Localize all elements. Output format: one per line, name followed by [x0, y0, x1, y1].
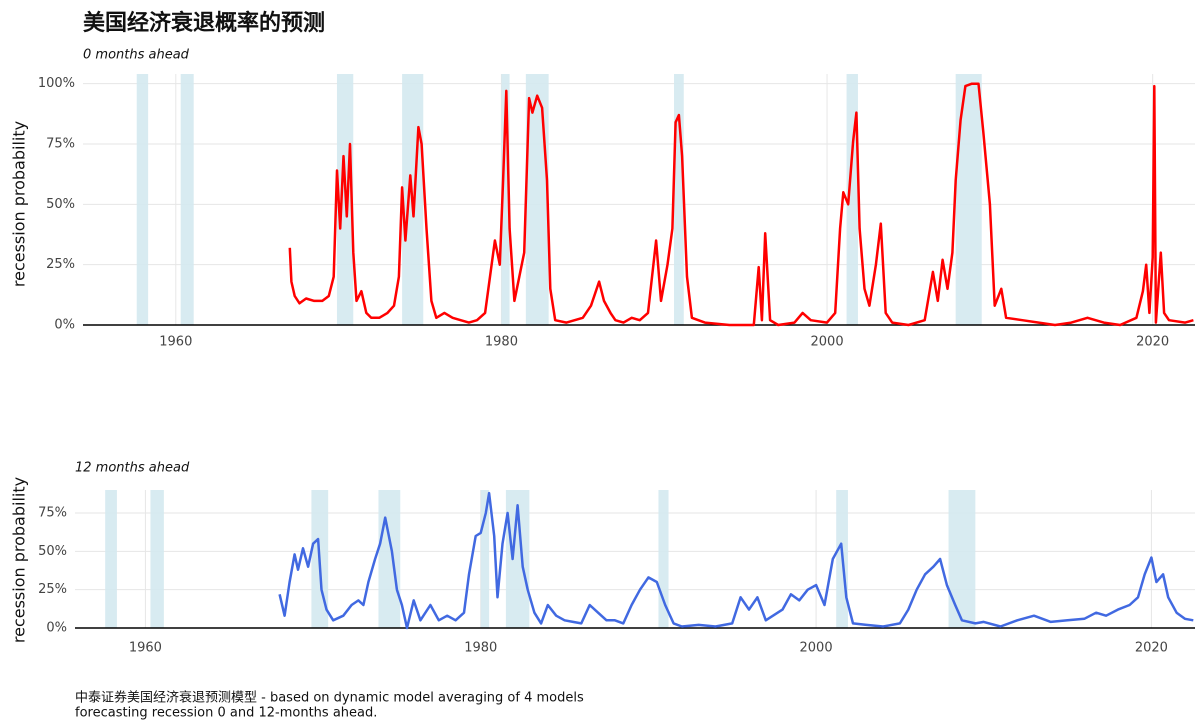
recession-band — [150, 490, 164, 628]
x-tick-label: 1980 — [485, 335, 518, 350]
caption: forecasting recession 0 and 12-months ah… — [75, 706, 377, 721]
x-tick-label: 1960 — [129, 641, 162, 656]
caption: 中泰证券美国经济衰退预测模型 - based on dynamic model … — [75, 690, 584, 706]
recession-band — [505, 490, 530, 628]
recession-band — [658, 490, 669, 628]
y-axis-label: recession probability — [10, 121, 29, 287]
subtitle: 12 months ahead — [75, 461, 190, 476]
x-tick-label: 2000 — [811, 335, 844, 350]
y-tick-label: 50% — [46, 197, 75, 212]
recession-band — [105, 490, 117, 628]
x-tick-label: 2020 — [1136, 335, 1169, 350]
subtitle: 0 months ahead — [83, 48, 190, 63]
y-tick-label: 25% — [38, 582, 67, 597]
x-tick-label: 2000 — [800, 641, 833, 656]
recession-band — [378, 490, 401, 628]
chart-title: 美国经济衰退概率的预测 — [83, 10, 325, 36]
y-tick-label: 100% — [38, 76, 75, 91]
y-tick-label: 0% — [46, 621, 67, 636]
recession-band — [136, 74, 149, 325]
y-tick-label: 75% — [38, 506, 67, 521]
x-tick-label: 1960 — [159, 335, 192, 350]
y-tick-label: 25% — [46, 257, 75, 272]
x-tick-label: 1980 — [464, 641, 497, 656]
data-line — [288, 82, 1194, 327]
recession-band — [846, 74, 858, 325]
recession-band — [948, 490, 976, 628]
recession-band — [480, 490, 490, 628]
recession-band — [674, 74, 684, 325]
x-tick-label: 2020 — [1135, 641, 1168, 656]
y-tick-label: 75% — [46, 136, 75, 151]
y-axis-label: recession probability — [10, 477, 29, 643]
recession-band — [955, 74, 982, 325]
y-tick-label: 50% — [38, 544, 67, 559]
recession-band — [501, 74, 510, 325]
recession-band — [180, 74, 194, 325]
y-tick-label: 0% — [54, 318, 75, 333]
data-line — [278, 491, 1194, 630]
